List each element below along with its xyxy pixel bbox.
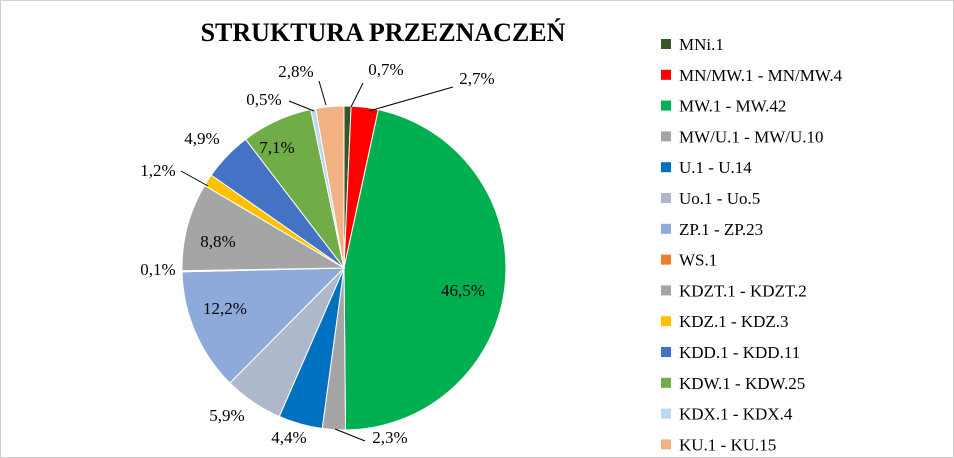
legend-entry-kdzt-1-kdzt-2: KDZT.1 - KDZT.2 [679,281,807,300]
data-label-kdx-1-kdx-4: 0,5% [246,90,281,109]
legend-swatch-ku-1-ku-15 [661,439,671,450]
legend-swatch-kdw-1-kdw-25 [661,377,671,388]
legend-swatch-kdd-1-kdd-11 [661,347,671,357]
legend-entry-ws-1: WS.1 [679,251,717,270]
leader-line-mw-u-1-mw-u-10 [334,428,366,442]
data-label-ku-1-ku-15: 2,8% [278,62,313,81]
legend-entry-kdd-1-kdd-11: KDD.1 - KDD.11 [679,343,800,362]
legend-entry-kdz-1-kdz-3: KDZ.1 - KDZ.3 [679,312,789,331]
legend-entry-kdx-1-kdx-4: KDX.1 - KDX.4 [679,405,793,424]
data-label-kdd-1-kdd-11: 4,9% [184,129,219,148]
data-label-ws-1: 0,1% [140,260,175,279]
leader-line-mn-mw-1-mn-mw-4 [368,86,454,112]
legend-swatch-zp-1-zp-23 [661,223,671,234]
legend: MNi.1 MN/MW.1 - MN/MW.4 MW.1 - MW.42 MW/U.1… [661,35,843,454]
data-label-mw-1-mw-42: 46,5% [441,281,485,300]
pie-slice-kdzt-1-kdzt-2 [181,184,346,272]
data-label-zp-1-zp-23: 12,2% [203,299,247,318]
legend-entry-ku-1-ku-15: KU.1 - KU.15 [679,435,776,454]
data-label-kdzt-1-kdzt-2: 8,8% [200,232,235,251]
pie-slice-zp-1-zp-23 [181,267,346,384]
legend-swatch-kdx-1-kdx-4 [661,408,671,419]
legend-entry-zp-1-zp-23: ZP.1 - ZP.23 [679,220,763,239]
leader-line-ku-1-ku-15 [318,80,327,106]
data-labels: 0,7% 2,7% 46,5% 2,3% 4,4% 5,9% 12,2% 0,1% 8,8% 1,… [140,60,494,447]
legend-swatch-mn-mw-1-mn-mw-4 [661,69,671,80]
leader-line-mni-1 [350,82,364,108]
legend-swatch-kdzt-1-kdzt-2 [661,285,671,296]
data-label-uo-1-uo-5: 5,9% [209,406,244,425]
legend-swatch-kdz-1-kdz-3 [661,316,671,327]
legend-swatch-uo-1-uo-5 [661,193,671,203]
data-label-mn-mw-1-mn-mw-4: 2,7% [459,69,494,88]
legend-swatch-mw-u-1-mw-u-10 [661,131,671,142]
leader-line-kdz-1-kdz-3 [180,170,209,187]
data-label-kdw-1-kdw-25: 7,1% [259,138,294,157]
data-label-mni-1: 0,7% [368,60,403,79]
pie-slices [181,105,507,431]
data-label-kdz-1-kdz-3: 1,2% [140,161,175,180]
legend-entry-mn-mw-1-mn-mw-4: MN/MW.1 - MN/MW.4 [679,66,843,85]
legend-swatch-mni-1 [661,39,671,49]
legend-entry-kdw-1-kdw-25: KDW.1 - KDW.25 [679,374,805,393]
legend-entry-mni-1: MNi.1 [679,35,724,54]
pie-slice-mw-1-mw-42 [343,109,507,431]
legend-entry-mw-1-mw-42: MW.1 - MW.42 [679,97,786,116]
leader-line-kdx-1-kdx-4 [288,100,315,112]
legend-entry-uo-1-uo-5: Uo.1 - Uo.5 [679,189,760,208]
chart-title: STRUKTURA PRZEZNACZEŃ [201,18,566,47]
legend-entry-u-1-u-14: U.1 - U.14 [679,158,752,177]
data-label-mw-u-1-mw-u-10: 2,3% [372,428,407,447]
legend-swatch-u-1-u-14 [661,162,671,173]
data-label-u-1-u-14: 4,4% [271,428,306,447]
legend-swatch-ws-1 [661,254,671,265]
legend-entry-mw-u-1-mw-u-10: MW/U.1 - MW/U.10 [679,127,823,146]
pie-slice-ku-1-ku-15 [315,105,345,269]
legend-swatch-mw-1-mw-42 [661,100,671,111]
